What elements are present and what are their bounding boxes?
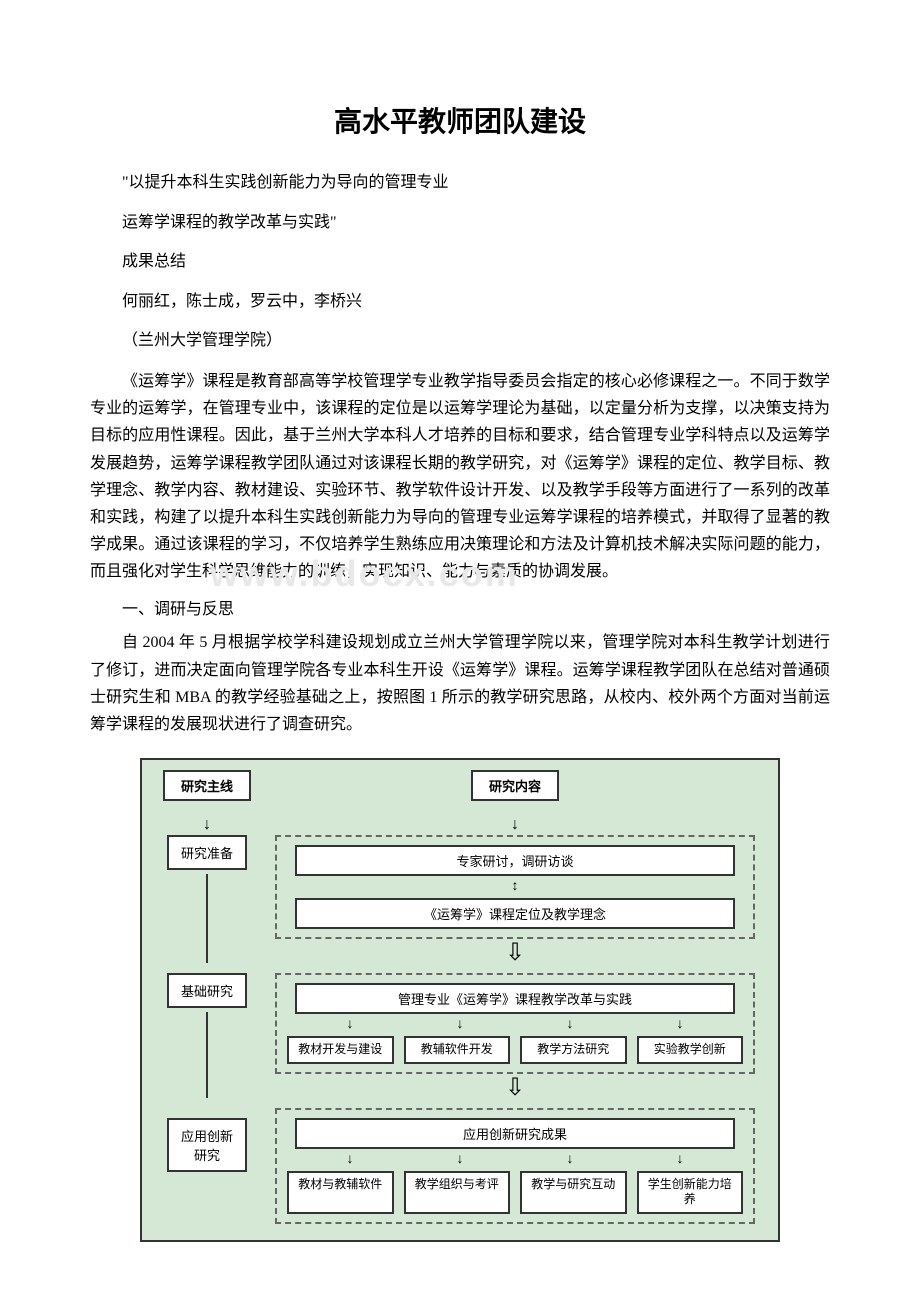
- group1-box1: 专家研讨，调研访谈: [295, 845, 735, 876]
- group3-sub2: 教学组织与考评: [404, 1171, 511, 1214]
- group2-sub1: 教材开发与建设: [287, 1036, 394, 1064]
- section-1-heading: 一、调研与反思: [90, 595, 830, 619]
- group-3: 应用创新研究成果 ↓↓↓↓ 教材与教辅软件 教学组织与考评 教学与研究互动 学生…: [275, 1108, 755, 1224]
- group2-sub3: 教学方法研究: [520, 1036, 627, 1064]
- paragraph-2: 自 2004 年 5 月根据学校学科建设规划成立兰州大学管理学院以来，管理学院对…: [90, 629, 830, 738]
- affiliation: （兰州大学管理学院）: [90, 328, 830, 354]
- big-arrow-icon: ⇩: [505, 1076, 525, 1100]
- page-title: 高水平教师团队建设: [90, 100, 830, 140]
- authors: 何丽红，陈士成，罗云中，李桥兴: [90, 289, 830, 315]
- subtitle-line-2: 运筹学课程的教学改革与实践": [90, 210, 830, 236]
- group3-sub1: 教材与教辅软件: [287, 1171, 394, 1214]
- group1-box2: 《运筹学》课程定位及教学理念: [295, 898, 735, 929]
- stage-2-box: 基础研究: [167, 973, 247, 1008]
- group3-sub3: 教学与研究互动: [520, 1171, 627, 1214]
- arrow-row: ↓↓↓↓: [295, 1018, 735, 1032]
- group3-title: 应用创新研究成果: [295, 1118, 735, 1149]
- result-label: 成果总结: [90, 249, 830, 275]
- arrow-row: ↓↓↓↓: [295, 1153, 735, 1167]
- connector-line: [206, 874, 208, 963]
- arrow-icon: ↕: [512, 880, 519, 894]
- group-1: 专家研讨，调研访谈 ↕ 《运筹学》课程定位及教学理念: [275, 835, 755, 939]
- group2-sub4: 实验教学创新: [637, 1036, 744, 1064]
- group2-sub2: 教辅软件开发: [404, 1036, 511, 1064]
- group2-title: 管理专业《运筹学》课程教学改革与实践: [295, 983, 735, 1014]
- subtitle-line-1: "以提升本科生实践创新能力为导向的管理专业: [90, 170, 830, 196]
- stage-1-box: 研究准备: [167, 835, 247, 870]
- stage-3-box: 应用创新研究: [167, 1118, 247, 1172]
- connector-line: [206, 1012, 208, 1098]
- research-flowchart: 研究主线 研究内容 ↓ 研究准备 ↓ 专家研讨，调研访谈 ↕ 《运筹学》课程定位…: [140, 758, 780, 1242]
- paragraph-1: 《运筹学》课程是教育部高等学校管理学专业教学指导委员会指定的核心必修课程之一。不…: [90, 368, 830, 586]
- flowchart-header-left: 研究主线: [163, 770, 251, 801]
- group3-sub4: 学生创新能力培养: [637, 1171, 744, 1214]
- arrow-icon: ↓: [203, 817, 211, 833]
- big-arrow-icon: ⇩: [505, 941, 525, 965]
- arrow-icon: ↓: [511, 817, 519, 833]
- flowchart-header-right: 研究内容: [471, 770, 559, 801]
- group-2: 管理专业《运筹学》课程教学改革与实践 ↓↓↓↓ 教材开发与建设 教辅软件开发 教…: [275, 973, 755, 1074]
